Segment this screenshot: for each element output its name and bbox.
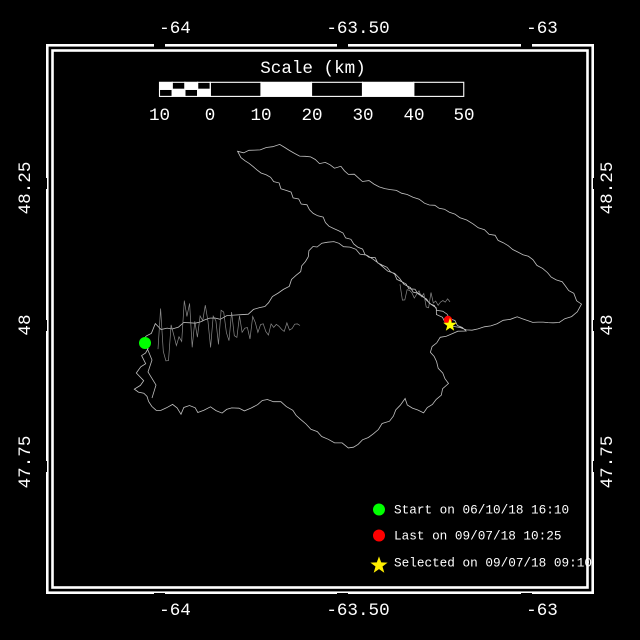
svg-text:48.25: 48.25 xyxy=(598,162,618,215)
svg-text:-64: -64 xyxy=(159,601,191,621)
svg-text:10: 10 xyxy=(250,106,271,126)
svg-text:Selected on 09/07/18 09:10: Selected on 09/07/18 09:10 xyxy=(394,556,592,571)
svg-text:48.25: 48.25 xyxy=(16,162,36,215)
svg-text:Scale (km): Scale (km) xyxy=(260,59,366,79)
svg-text:0: 0 xyxy=(205,106,216,126)
svg-text:Last on 09/07/18 10:25: Last on 09/07/18 10:25 xyxy=(394,529,562,544)
svg-text:50: 50 xyxy=(453,106,474,126)
svg-text:47.75: 47.75 xyxy=(16,436,36,489)
svg-text:-63.50: -63.50 xyxy=(326,601,389,621)
svg-text:Start on 06/10/18 16:10: Start on 06/10/18 16:10 xyxy=(394,503,569,518)
svg-text:48: 48 xyxy=(598,314,618,335)
svg-text:48: 48 xyxy=(16,314,36,335)
svg-text:-63: -63 xyxy=(526,601,558,621)
svg-text:10: 10 xyxy=(149,106,170,126)
svg-text:20: 20 xyxy=(301,106,322,126)
svg-text:-63: -63 xyxy=(526,19,558,39)
svg-text:47.75: 47.75 xyxy=(598,436,618,489)
svg-text:40: 40 xyxy=(403,106,424,126)
svg-text:-64: -64 xyxy=(159,19,191,39)
svg-text:-63.50: -63.50 xyxy=(326,19,389,39)
svg-text:30: 30 xyxy=(352,106,373,126)
